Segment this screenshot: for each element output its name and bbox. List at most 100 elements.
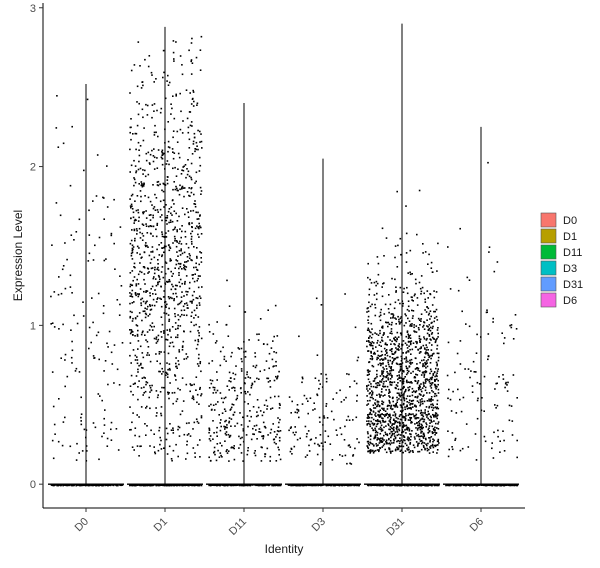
data-point: [367, 315, 370, 318]
data-point: [199, 49, 202, 51]
data-point: [53, 326, 56, 328]
y-tick-label: 1: [30, 320, 36, 332]
data-point: [323, 415, 325, 417]
data-point: [228, 371, 231, 374]
data-point: [381, 440, 384, 443]
data-point: [199, 215, 201, 217]
data-point: [220, 419, 222, 421]
data-point: [168, 279, 171, 281]
data-point: [92, 200, 94, 202]
data-point: [376, 382, 379, 384]
data-point: [152, 155, 155, 157]
data-point: [193, 309, 196, 312]
data-point: [69, 184, 72, 187]
data-point: [332, 398, 334, 400]
data-point: [176, 367, 178, 369]
data-point: [136, 233, 138, 235]
data-point: [436, 427, 438, 429]
data-point: [318, 445, 321, 447]
series-D6: [443, 126, 519, 487]
data-point: [382, 363, 384, 365]
data-point: [401, 343, 404, 346]
data-point: [98, 484, 101, 486]
data-point: [190, 103, 193, 105]
data-point: [428, 342, 431, 344]
data-point: [398, 428, 400, 431]
data-point: [438, 442, 440, 444]
data-point: [418, 352, 421, 354]
data-point: [140, 200, 142, 203]
data-point: [347, 415, 350, 418]
data-point: [130, 118, 132, 120]
data-point: [150, 326, 153, 328]
data-point: [409, 439, 412, 441]
data-point: [159, 183, 161, 186]
data-point: [176, 334, 179, 336]
data-point: [194, 456, 196, 458]
data-point: [186, 307, 189, 309]
data-point: [157, 283, 159, 286]
data-point: [150, 288, 152, 290]
data-point: [301, 484, 303, 487]
data-point: [248, 484, 251, 487]
data-point: [140, 445, 142, 447]
data-point: [420, 313, 423, 315]
data-point: [192, 209, 195, 212]
data-point: [50, 295, 52, 298]
data-point: [132, 334, 134, 336]
data-point: [185, 314, 188, 317]
data-point: [433, 317, 436, 319]
data-point: [398, 371, 400, 373]
data-point: [355, 484, 358, 487]
data-point: [209, 439, 212, 442]
data-point: [188, 175, 191, 178]
data-point: [426, 416, 428, 418]
data-point: [411, 362, 414, 364]
data-point: [379, 437, 382, 440]
data-point: [373, 407, 375, 409]
data-point: [408, 401, 410, 404]
data-point: [358, 441, 360, 444]
data-point: [157, 484, 160, 486]
data-point: [405, 424, 408, 427]
data-point: [428, 413, 430, 415]
data-point: [436, 270, 438, 272]
data-point: [248, 339, 250, 341]
data-point: [142, 185, 145, 187]
data-point: [372, 347, 374, 350]
data-point: [437, 388, 440, 391]
data-point: [396, 338, 398, 341]
data-point: [134, 317, 137, 320]
data-point: [157, 263, 159, 265]
data-point: [436, 337, 438, 340]
data-point: [405, 388, 407, 391]
data-point: [399, 365, 402, 368]
data-point: [391, 353, 394, 355]
data-point: [382, 377, 384, 380]
data-point: [172, 345, 175, 348]
data-point: [381, 407, 383, 410]
data-point: [403, 436, 406, 438]
data-point: [511, 484, 513, 486]
data-point: [218, 414, 220, 416]
data-point: [219, 364, 222, 367]
data-point: [263, 425, 266, 428]
data-point: [196, 393, 199, 396]
data-point: [324, 441, 326, 443]
data-point: [136, 195, 139, 197]
data-point: [382, 385, 385, 388]
data-point: [425, 339, 428, 341]
data-point: [367, 450, 370, 453]
data-point: [80, 423, 83, 426]
data-point: [181, 64, 183, 66]
data-point: [402, 451, 404, 454]
data-point: [383, 443, 386, 445]
data-point: [382, 358, 385, 361]
data-point: [427, 349, 429, 351]
data-point: [172, 95, 174, 97]
data-point: [366, 329, 369, 331]
data-point: [247, 425, 249, 428]
data-point: [88, 326, 91, 329]
data-point: [176, 241, 178, 243]
data-point: [425, 349, 428, 351]
